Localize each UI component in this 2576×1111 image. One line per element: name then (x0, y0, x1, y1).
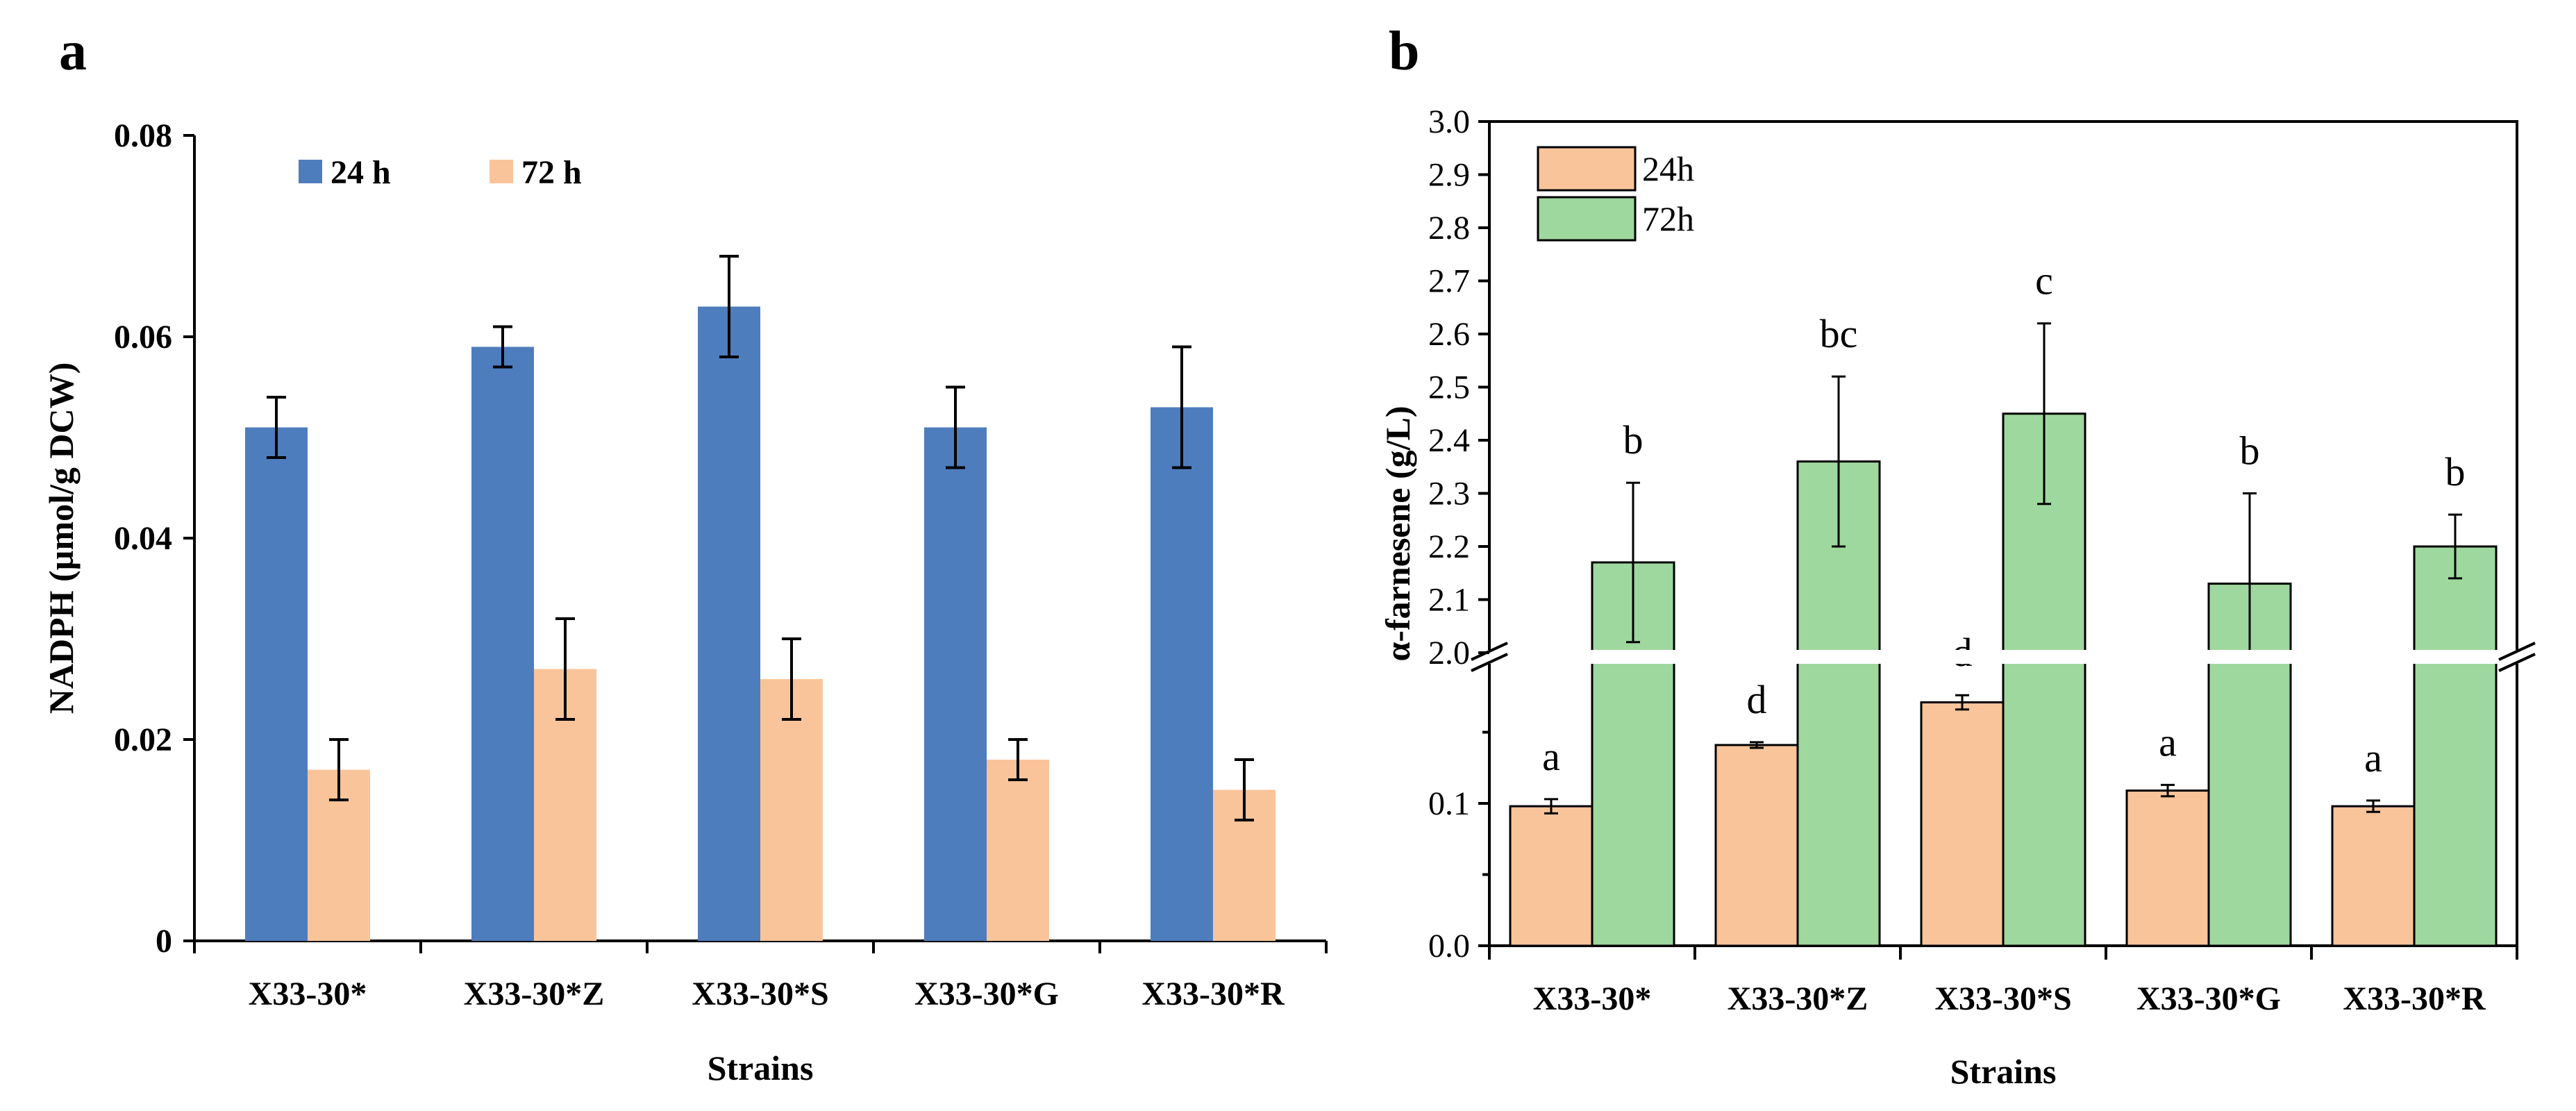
y-tick-label: 0.02 (114, 721, 172, 758)
y-tick-label: 0.08 (114, 117, 172, 154)
x-tick-label-x33-30-r: X33-30*R (2343, 980, 2486, 1017)
legend-swatch-24h (1537, 146, 1637, 192)
y-tick-label: 2.3 (1428, 476, 1470, 512)
bar-24-h-x33-30-s (698, 306, 760, 941)
axis-break-mark-left (1471, 653, 1508, 672)
bar-24-h-x33-30-r (1151, 407, 1213, 941)
x-tick-label-x33-30: X33-30* (1533, 980, 1652, 1017)
bar-72h-x33-30-r (2413, 545, 2498, 947)
y-tick-label: 2.4 (1428, 422, 1470, 459)
significance-label: a (1542, 734, 1560, 779)
chart-b-farnesene: abX33-30*dbcX33-30*ZdcX33-30*SabX33-30*G… (1378, 103, 2538, 1091)
bar-24-h-x33-30 (245, 427, 308, 941)
bar-24-h-x33-30-z (471, 346, 534, 941)
axis-break-mark-right (2498, 642, 2536, 661)
y-tick-label: 2.6 (1428, 316, 1470, 353)
y-tick-label: 2.5 (1428, 369, 1470, 406)
y-tick-label: 2.1 (1428, 582, 1470, 619)
x-tick-label-x33-30-r: X33-30*R (1141, 976, 1285, 1012)
legend-label-24-h: 24 h (331, 154, 391, 191)
y-tick-label: 0.0 (1428, 928, 1470, 964)
significance-label: a (2159, 719, 2177, 765)
legend-swatch-72-h (490, 160, 513, 183)
significance-label: c (2035, 258, 2053, 303)
x-tick-label-x33-30-z: X33-30*Z (464, 976, 605, 1012)
x-tick-label-x33-30-s: X33-30*S (692, 976, 828, 1012)
panel-a-letter: a (59, 21, 87, 82)
x-axis-title: Strains (1950, 1052, 2057, 1091)
y-axis-title: NADPH (µmol/g DCW) (42, 362, 81, 715)
bar-24h-x33-30-z (1714, 744, 1799, 947)
bar-24h-x33-30-g (2125, 790, 2210, 947)
y-tick-label: 0 (156, 923, 172, 960)
y-tick-label: 0.06 (114, 319, 172, 356)
panel-b-letter: b (1389, 21, 1420, 82)
legend-label-72h: 72h (1642, 199, 1694, 238)
x-axis-title: Strains (708, 1049, 814, 1087)
bar-24h-x33-30-r (2331, 805, 2416, 947)
y-tick-label: 2.0 (1428, 635, 1470, 671)
significance-label: d (1747, 677, 1767, 722)
significance-label: a (2364, 735, 2382, 780)
y-tick-label: 2.8 (1428, 210, 1470, 247)
bar-24h-x33-30-s (1920, 701, 2005, 947)
bar-24-h-x33-30-g (924, 427, 987, 941)
legend-swatch-72h (1537, 196, 1637, 242)
chart-a-nadph: 0 0.02 0.04 0.06 0.08 X33-30* X33-30*Z X33-30*S… (42, 117, 1328, 1087)
x-tick-label-x33-30-s: X33-30*S (1934, 980, 2071, 1017)
bar-24h-x33-30 (1509, 805, 1594, 947)
x-tick-label-x33-30-z: X33-30*Z (1728, 980, 1868, 1017)
y-tick-label: 2.9 (1428, 157, 1470, 194)
significance-label: bc (1820, 311, 1858, 356)
legend-label-72-h: 72 h (521, 154, 582, 191)
x-tick-label-x33-30-g: X33-30*G (2136, 980, 2281, 1017)
significance-label: b (2240, 428, 2260, 474)
y-tick-label: 2.2 (1428, 528, 1470, 565)
axis-break-mark-right (2498, 653, 2536, 672)
x-tick-label-x33-30: X33-30* (249, 976, 367, 1012)
bar-72-h-x33-30-s (760, 679, 823, 941)
y-tick-label: 0.04 (114, 520, 172, 557)
legend-swatch-24-h (299, 160, 322, 183)
axis-break-gap (1469, 650, 2538, 664)
bar-72-h-x33-30-g (987, 760, 1049, 941)
y-tick-label: 2.7 (1428, 263, 1470, 300)
y-tick-label: 0.1 (1428, 785, 1470, 822)
y-axis-title: α-farnesene (g/L) (1378, 406, 1417, 661)
x-tick-label-x33-30-g: X33-30*G (914, 976, 1059, 1012)
significance-label: b (1623, 417, 1644, 462)
legend-label-24h: 24h (1642, 149, 1694, 188)
significance-label: b (2445, 449, 2466, 494)
y-tick-label: 3.0 (1428, 103, 1470, 140)
